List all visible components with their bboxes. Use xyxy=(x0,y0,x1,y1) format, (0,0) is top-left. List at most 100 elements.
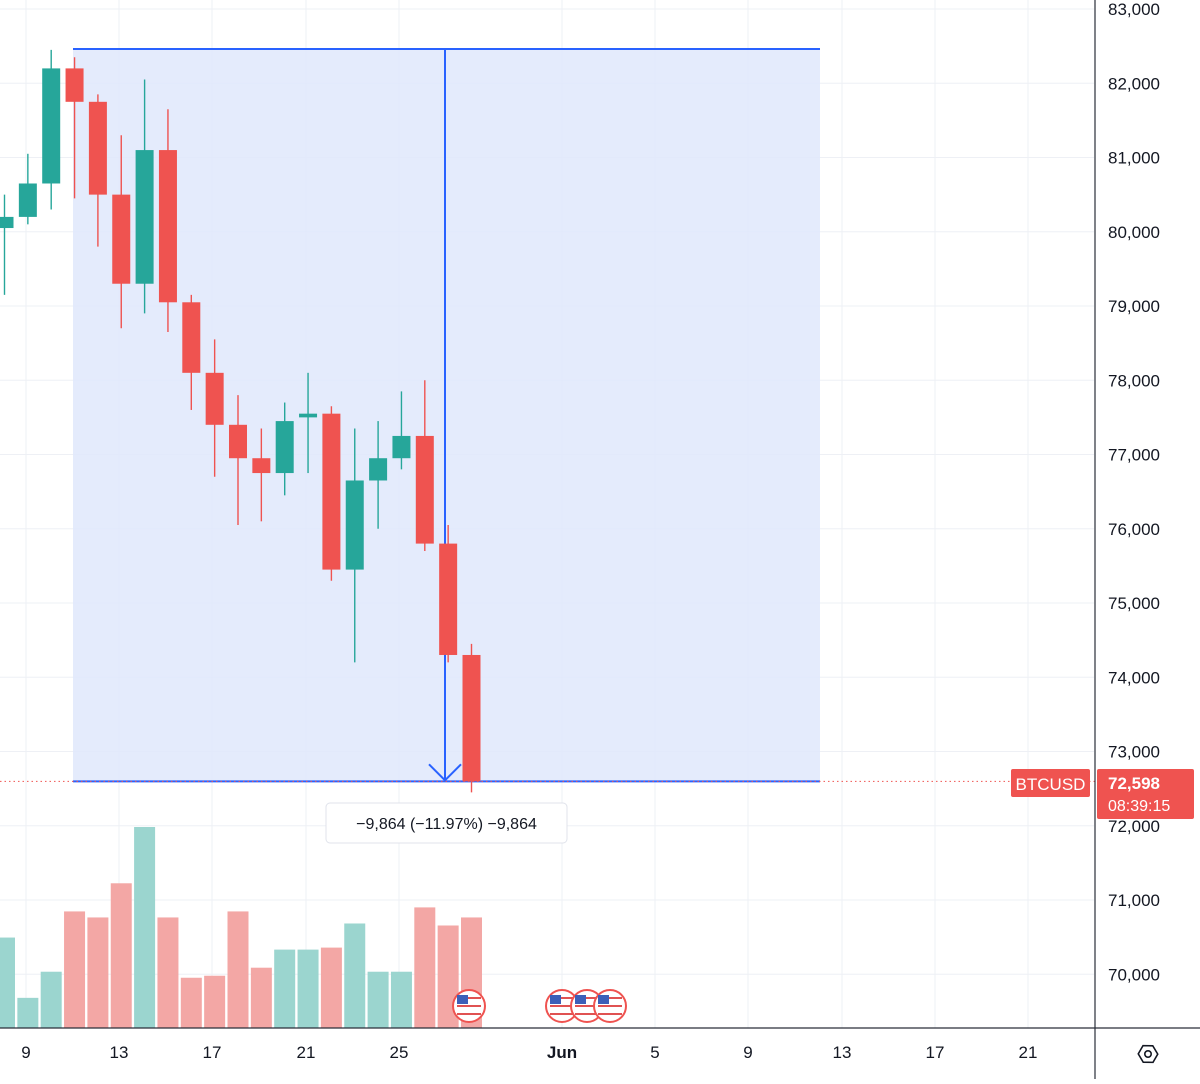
overlay: −9,864 (−11.97%) −9,864 xyxy=(0,780,1095,1023)
time-tick-label: 13 xyxy=(833,1043,852,1062)
candle xyxy=(252,428,271,522)
candle-body xyxy=(415,435,434,544)
candle xyxy=(65,57,84,199)
candle-body xyxy=(88,101,107,195)
measure-label-text: −9,864 (−11.97%) −9,864 xyxy=(356,816,537,833)
candle xyxy=(158,109,177,332)
time-tick-label: 17 xyxy=(203,1043,222,1062)
candle xyxy=(182,294,201,410)
time-tick-label: 21 xyxy=(1019,1043,1038,1062)
flag-stripe xyxy=(575,997,599,999)
flag-stripe xyxy=(457,1009,481,1011)
flag-stripe xyxy=(598,1001,622,1003)
flag-canton xyxy=(575,995,586,1004)
price-tick-label: 70,000 xyxy=(1108,965,1160,984)
last-price-tag xyxy=(1097,769,1194,819)
flag-stripe xyxy=(550,1005,574,1007)
flag-stripe xyxy=(550,997,574,999)
us-flag-event-icon xyxy=(545,989,579,1023)
flag-stripe xyxy=(598,997,622,999)
price-tick-label: 82,000 xyxy=(1108,74,1160,93)
price-tick-label: 77,000 xyxy=(1108,446,1160,465)
chart-settings-button[interactable] xyxy=(1128,1040,1168,1068)
candles xyxy=(0,49,481,793)
volume-bar xyxy=(157,917,179,1028)
symbol-tag-text: BTCUSD xyxy=(1016,775,1086,794)
price-tick-label: 72,000 xyxy=(1108,817,1160,836)
time-tick-label: 9 xyxy=(743,1043,752,1062)
price-tick-label: 71,000 xyxy=(1108,891,1160,910)
flag-stripe xyxy=(550,1013,574,1015)
volume-bar xyxy=(0,937,15,1028)
time-tick-label: 21 xyxy=(297,1043,316,1062)
flag-stripe xyxy=(598,1005,622,1007)
flag-stripe xyxy=(575,1009,599,1011)
candle xyxy=(42,49,61,210)
volume-bar xyxy=(250,967,272,1028)
price-tick-label: 79,000 xyxy=(1108,297,1160,316)
candle-body xyxy=(18,183,37,217)
volume-bar xyxy=(414,907,436,1028)
candle xyxy=(462,643,481,793)
time-tick-label: 13 xyxy=(110,1043,129,1062)
candle-body xyxy=(369,458,388,481)
time-tick-label: Jun xyxy=(547,1043,577,1062)
time-tick-label: 25 xyxy=(390,1043,409,1062)
candle xyxy=(112,135,131,329)
price-tick-label: 74,000 xyxy=(1108,668,1160,687)
volume-bar xyxy=(390,971,412,1028)
measure-tool xyxy=(73,47,820,783)
flag-canton xyxy=(457,995,468,1004)
volume-bar xyxy=(87,917,109,1028)
flag-stripe xyxy=(575,1005,599,1007)
candle-body xyxy=(135,150,154,284)
us-flag-event-icon xyxy=(593,989,627,1023)
candle-body xyxy=(299,413,318,418)
candle xyxy=(369,421,388,529)
us-flag-event-icon xyxy=(452,989,486,1023)
last-price-text: 72,598 xyxy=(1108,774,1160,793)
volume-bar xyxy=(64,911,86,1028)
candle xyxy=(322,406,341,581)
flag-canton xyxy=(598,995,609,1004)
flag-stripe xyxy=(575,1001,599,1003)
flag-stripe xyxy=(575,1013,599,1015)
candle xyxy=(135,79,154,314)
candle xyxy=(439,525,458,663)
symbol-tag xyxy=(1011,769,1090,797)
candle-body xyxy=(42,68,61,184)
flag-stripe xyxy=(457,997,481,999)
candle-body xyxy=(158,150,177,303)
volume-bar xyxy=(274,949,296,1028)
flag-stripe xyxy=(457,1013,481,1015)
candle-body xyxy=(275,421,294,474)
time-tick-label: 5 xyxy=(650,1043,659,1062)
time-tick-label: 9 xyxy=(21,1043,30,1062)
flag-stripe xyxy=(598,1009,622,1011)
volume-bar xyxy=(204,975,226,1028)
countdown-text: 08:39:15 xyxy=(1108,798,1170,815)
candle xyxy=(415,380,434,552)
price-tick-label: 83,000 xyxy=(1108,0,1160,19)
candle xyxy=(275,402,294,496)
candle xyxy=(205,339,224,477)
measure-label-box xyxy=(325,802,568,844)
measure-label: −9,864 (−11.97%) −9,864 xyxy=(325,802,568,844)
volume-bar xyxy=(227,911,249,1028)
candle xyxy=(392,391,411,470)
candle-body xyxy=(205,372,224,425)
volume-bar xyxy=(367,971,389,1028)
volume-bar xyxy=(110,883,132,1028)
price-tick-label: 78,000 xyxy=(1108,371,1160,390)
measure-area xyxy=(73,48,820,782)
candle-body xyxy=(345,480,364,570)
candle xyxy=(229,395,247,526)
flag-canton xyxy=(550,995,561,1004)
candle-body xyxy=(439,543,458,655)
measure-arrow-icon xyxy=(428,763,462,782)
candle-body xyxy=(112,194,131,284)
settings-hexagon-icon xyxy=(1137,1044,1159,1064)
candle-body xyxy=(65,68,84,102)
